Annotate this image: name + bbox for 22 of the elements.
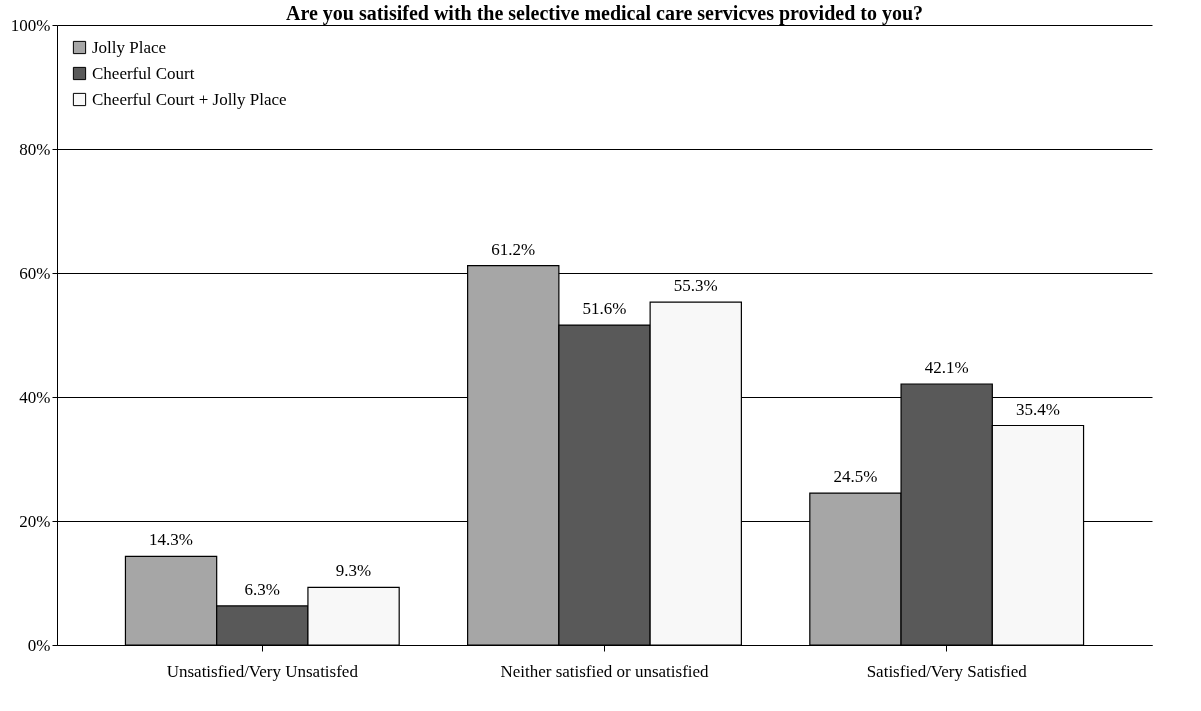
- y-tick-label: 100%: [10, 15, 51, 35]
- y-tick-label: 40%: [19, 387, 51, 407]
- data-label: 9.3%: [335, 561, 372, 581]
- data-label: 35.4%: [1015, 399, 1060, 419]
- data-label: 61.2%: [491, 239, 536, 259]
- data-label: 51.6%: [582, 299, 627, 319]
- x-tick-label: Satisfied/Very Satisfied: [866, 661, 1028, 681]
- data-label: 14.3%: [149, 530, 194, 550]
- legend-label: Cheerful Court: [92, 63, 195, 83]
- data-label: 42.1%: [924, 357, 969, 377]
- x-tick-label: Unsatisfied/Very Unsatisfed: [166, 661, 359, 681]
- chart-title: Are you satisifed with the selective medical care servicves provided to you?: [285, 2, 924, 25]
- y-tick-label: 20%: [19, 511, 51, 531]
- data-label: 24.5%: [833, 467, 878, 487]
- y-tick-label: 0%: [27, 635, 51, 655]
- x-tick-label: Neither satisfied or unsatisfied: [500, 661, 710, 681]
- legend-label: Cheerful Court + Jolly Place: [92, 89, 287, 109]
- y-tick-label: 60%: [19, 263, 51, 283]
- legend-label: Jolly Place: [92, 37, 167, 57]
- data-label: 55.3%: [673, 276, 718, 296]
- y-tick-label: 80%: [19, 139, 51, 159]
- data-label: 6.3%: [244, 579, 281, 599]
